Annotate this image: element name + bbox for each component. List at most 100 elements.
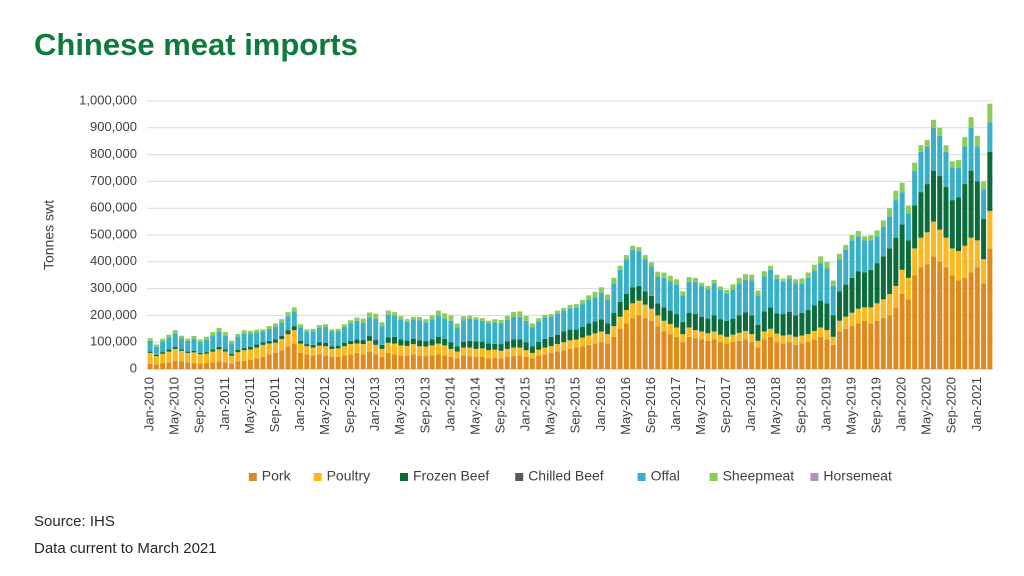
bar-segment <box>335 348 341 357</box>
bar-segment <box>435 343 441 355</box>
bar-segment <box>197 363 203 369</box>
bar-segment <box>341 346 347 356</box>
bar-segment <box>605 323 611 335</box>
bar-segment <box>254 329 260 333</box>
bar-segment <box>686 281 692 313</box>
bar-segment <box>573 304 579 308</box>
bar-segment <box>699 339 705 369</box>
source-note: Source: IHS <box>34 513 115 530</box>
bar-segment <box>899 192 905 225</box>
bar-segment <box>241 330 247 334</box>
bar-segment <box>454 358 460 369</box>
bar-segment <box>529 352 535 359</box>
bar-segment <box>348 323 354 341</box>
x-tick-label: Jan-2014 <box>442 377 457 431</box>
bar-segment <box>692 281 698 315</box>
bar-segment <box>962 137 968 147</box>
bar-segment <box>310 328 316 332</box>
bar-segment <box>310 331 316 345</box>
bar-segment <box>862 320 868 369</box>
bar-segment <box>705 333 711 341</box>
bar-segment <box>580 300 586 305</box>
bar-segment <box>805 334 811 343</box>
bar-segment <box>642 255 648 260</box>
bar-segment <box>586 295 592 300</box>
bar-segment <box>548 346 554 353</box>
bar-segment <box>498 323 504 345</box>
bar-segment <box>824 261 830 269</box>
bar-segment <box>605 343 611 369</box>
bar-segment <box>398 316 404 320</box>
bar-segment <box>780 278 786 282</box>
bar-segment <box>435 336 441 344</box>
bar-segment <box>768 328 774 337</box>
bar-segment <box>874 263 880 304</box>
bar-segment <box>811 330 817 340</box>
bar-segment <box>761 331 767 340</box>
bar-segment <box>266 343 272 355</box>
bar-segment <box>880 226 886 257</box>
bar-segment <box>379 348 385 357</box>
x-tick-label: May-2017 <box>693 377 708 435</box>
bar-segment <box>667 310 673 324</box>
bar-segment <box>323 343 329 347</box>
x-tick-label: May-2016 <box>618 377 633 435</box>
bar-segment <box>905 205 911 214</box>
bar-segment <box>153 346 159 355</box>
bar-segment <box>392 336 398 344</box>
bar-segment <box>291 307 297 312</box>
bar-segment <box>830 285 836 316</box>
bar-segment <box>780 281 786 315</box>
bar-segment <box>260 342 266 345</box>
bar-segment <box>204 336 210 341</box>
bar-segment <box>185 352 191 363</box>
bar-segment <box>717 342 723 369</box>
bar-segment <box>742 330 748 340</box>
bar-segment <box>529 323 535 328</box>
bar-segment <box>454 351 460 359</box>
bar-segment <box>373 318 379 341</box>
bar-segment <box>191 338 197 351</box>
bar-segment <box>974 267 980 369</box>
bar-segment <box>222 332 228 337</box>
bar-segment <box>580 346 586 369</box>
bar-segment <box>254 358 260 369</box>
bar-segment <box>899 182 905 193</box>
bar-segment <box>617 316 623 329</box>
legend-label: Sheepmeat <box>723 468 795 484</box>
bar-segment <box>968 117 974 128</box>
bar-segment <box>692 330 698 339</box>
bar-segment <box>987 103 993 123</box>
legend-label: Horsemeat <box>823 468 892 484</box>
bar-segment <box>849 240 855 278</box>
bar-segment <box>417 355 423 369</box>
bar-segment <box>285 330 291 335</box>
bar-segment <box>843 249 849 285</box>
bar-segment <box>323 355 329 369</box>
bar-segment <box>855 271 861 309</box>
bar-segment <box>166 349 172 352</box>
x-tick-label: Jan-2019 <box>818 377 833 431</box>
bar-segment <box>260 344 266 357</box>
bar-segment <box>454 323 460 328</box>
bar-segment <box>968 127 974 171</box>
bar-segment <box>197 352 203 355</box>
x-tick-label: Sep-2010 <box>192 377 207 433</box>
bar-segment <box>216 349 222 362</box>
bar-segment <box>479 318 485 321</box>
bar-segment <box>724 293 730 321</box>
bar-segment <box>573 339 579 348</box>
bar-segment <box>736 283 742 316</box>
bar-segment <box>768 269 774 308</box>
bar-segment <box>235 336 241 350</box>
x-tick-label: Jan-2021 <box>969 377 984 431</box>
x-tick-label: May-2010 <box>167 377 182 435</box>
bar-segment <box>674 327 680 337</box>
bar-segment <box>661 331 667 369</box>
bar-segment <box>279 322 285 336</box>
bar-segment <box>166 334 172 338</box>
bar-segment <box>880 256 886 300</box>
legend-label: Poultry <box>327 468 371 484</box>
bar-segment <box>943 151 949 187</box>
bar-segment <box>467 340 473 348</box>
